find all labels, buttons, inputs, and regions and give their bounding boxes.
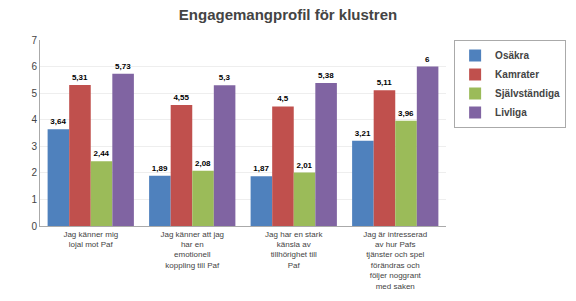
svg-text:6: 6 (425, 55, 430, 64)
svg-text:4,55: 4,55 (173, 93, 189, 102)
svg-text:3: 3 (31, 141, 37, 152)
svg-text:0: 0 (31, 221, 37, 232)
svg-text:5,3: 5,3 (219, 73, 231, 82)
svg-text:Jag har en starkkänsla avtillh: Jag har en starkkänsla avtillhörighet ti… (265, 230, 323, 270)
svg-text:3,64: 3,64 (50, 117, 66, 126)
svg-text:5,38: 5,38 (318, 71, 334, 80)
svg-text:2,44: 2,44 (93, 149, 109, 158)
svg-text:2: 2 (31, 167, 37, 178)
svg-text:5,11: 5,11 (377, 78, 393, 87)
svg-text:Jag är intresseradav hur Pafst: Jag är intresseradav hur Pafstjänster oc… (363, 230, 427, 291)
svg-text:Jag känner miglojal mot Paf: Jag känner miglojal mot Paf (63, 230, 118, 249)
svg-text:2,01: 2,01 (296, 161, 312, 170)
svg-text:1: 1 (31, 194, 37, 205)
svg-text:Osäkra: Osäkra (495, 50, 529, 61)
svg-text:5: 5 (31, 88, 37, 99)
svg-text:4: 4 (31, 114, 37, 125)
svg-text:Jag känner att jaghar enemotio: Jag känner att jaghar enemotionellkoppli… (160, 230, 224, 270)
svg-text:Engagemangprofil för klustren: Engagemangprofil för klustren (179, 6, 397, 23)
svg-text:Kamrater: Kamrater (495, 69, 539, 80)
svg-text:3,96: 3,96 (398, 109, 414, 118)
svg-text:5,31: 5,31 (72, 73, 88, 82)
svg-text:Självständiga: Självständiga (495, 88, 560, 99)
svg-text:6: 6 (31, 61, 37, 72)
svg-text:7: 7 (31, 35, 37, 46)
svg-text:5,73: 5,73 (115, 62, 131, 71)
svg-text:1,89: 1,89 (152, 164, 168, 173)
svg-text:1,87: 1,87 (253, 164, 269, 173)
svg-text:Livliga: Livliga (495, 107, 527, 118)
svg-text:3,21: 3,21 (355, 129, 371, 138)
svg-text:4,5: 4,5 (277, 94, 289, 103)
svg-text:2,08: 2,08 (195, 159, 211, 168)
